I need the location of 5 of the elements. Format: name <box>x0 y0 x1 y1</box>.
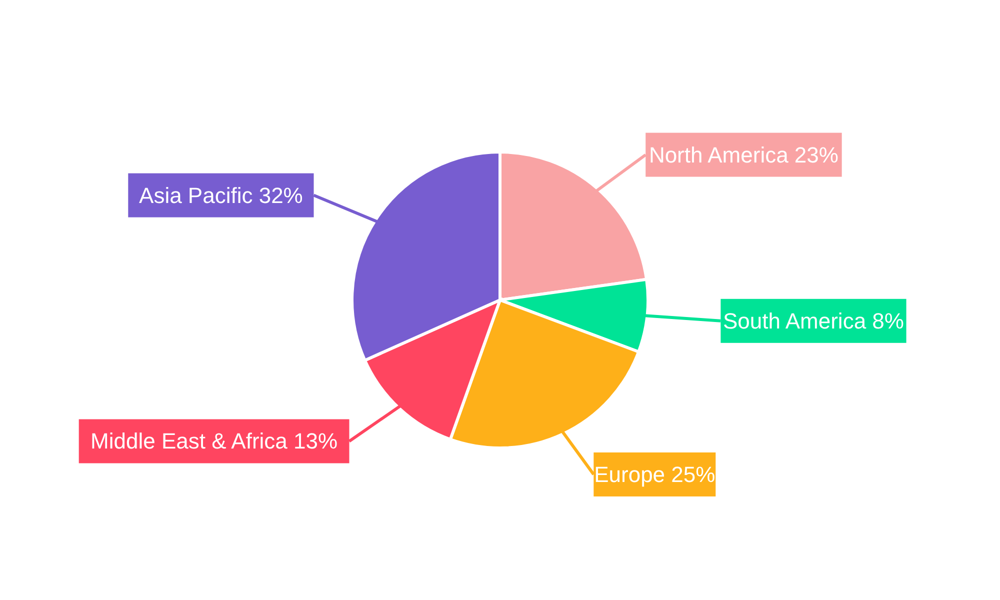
slice-label: Middle East & Africa 13% <box>90 428 338 454</box>
slice-label: Europe 25% <box>594 462 716 487</box>
slice-label: South America 8% <box>722 308 904 334</box>
slice-label: North America 23% <box>648 142 838 168</box>
slice-label: Asia Pacific 32% <box>139 182 303 208</box>
